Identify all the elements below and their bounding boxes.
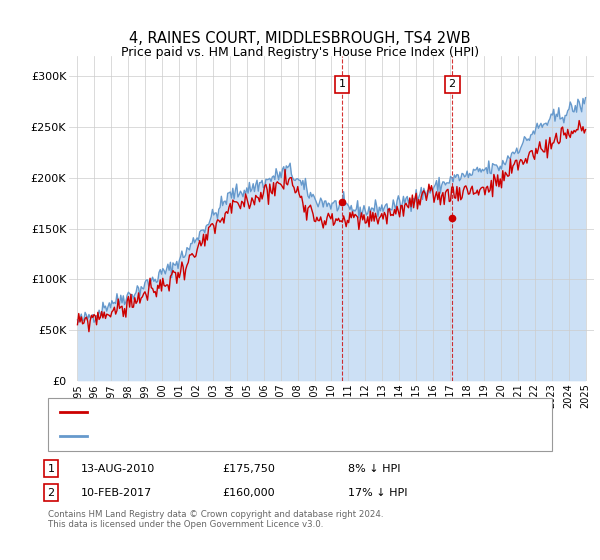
Text: £175,750: £175,750 [222, 464, 275, 474]
Text: 2: 2 [47, 488, 55, 498]
Text: 4, RAINES COURT, MIDDLESBROUGH, TS4 2WB (detached house): 4, RAINES COURT, MIDDLESBROUGH, TS4 2WB … [93, 408, 448, 418]
Text: 1: 1 [338, 80, 346, 90]
Text: 1: 1 [47, 464, 55, 474]
Text: £160,000: £160,000 [222, 488, 275, 498]
Text: 2: 2 [449, 80, 455, 90]
Text: Price paid vs. HM Land Registry's House Price Index (HPI): Price paid vs. HM Land Registry's House … [121, 46, 479, 59]
Text: Contains HM Land Registry data © Crown copyright and database right 2024.
This d: Contains HM Land Registry data © Crown c… [48, 510, 383, 529]
Text: 10-FEB-2017: 10-FEB-2017 [81, 488, 152, 498]
Text: 13-AUG-2010: 13-AUG-2010 [81, 464, 155, 474]
Text: 8% ↓ HPI: 8% ↓ HPI [348, 464, 401, 474]
Text: HPI: Average price, detached house, Middlesbrough: HPI: Average price, detached house, Midd… [93, 431, 376, 441]
Text: 17% ↓ HPI: 17% ↓ HPI [348, 488, 407, 498]
Text: 4, RAINES COURT, MIDDLESBROUGH, TS4 2WB: 4, RAINES COURT, MIDDLESBROUGH, TS4 2WB [129, 31, 471, 46]
